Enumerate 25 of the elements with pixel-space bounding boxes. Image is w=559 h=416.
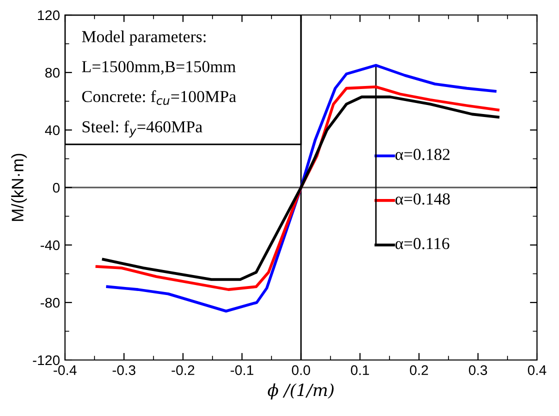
y-tick-label: 0 <box>52 182 60 193</box>
y-tick-label: -120 <box>32 355 60 366</box>
annotation: Concrete: f$_{cu}$=100MPa <box>82 90 236 105</box>
x-tick-label: 0.3 <box>468 365 488 376</box>
y-axis-title: M/(kN·m) <box>11 154 27 221</box>
x-tick-label: 0.2 <box>410 365 428 376</box>
y-tick-label: -80 <box>40 298 60 308</box>
x-tick-label: -0.4 <box>54 365 77 376</box>
legend-label: α=0.182 <box>395 148 450 160</box>
y-tick-label: 120 <box>38 10 60 20</box>
legend-label: α=0.148 <box>395 193 450 205</box>
annotation: Model parameters: <box>82 30 206 46</box>
y-tick-label: -40 <box>40 240 60 250</box>
x-tick-label: 0.0 <box>292 365 310 376</box>
x-tick-label: -0.2 <box>172 365 194 376</box>
x-axis-title: ϕ /(1/m) <box>268 383 334 400</box>
y-tick-label: 40 <box>45 125 60 136</box>
x-tick-label: 0.4 <box>528 365 546 376</box>
x-tick-label: -0.3 <box>112 365 136 376</box>
x-tick-label: 0.1 <box>350 365 369 376</box>
x-tick-label: -0.1 <box>230 365 254 376</box>
annotation: L=1500mm,B=150mm <box>82 61 236 75</box>
annotation: Steel: f$_{y}$=460MPa <box>82 120 202 138</box>
y-tick-label: 80 <box>45 68 60 78</box>
legend-label: α=0.116 <box>395 238 450 250</box>
